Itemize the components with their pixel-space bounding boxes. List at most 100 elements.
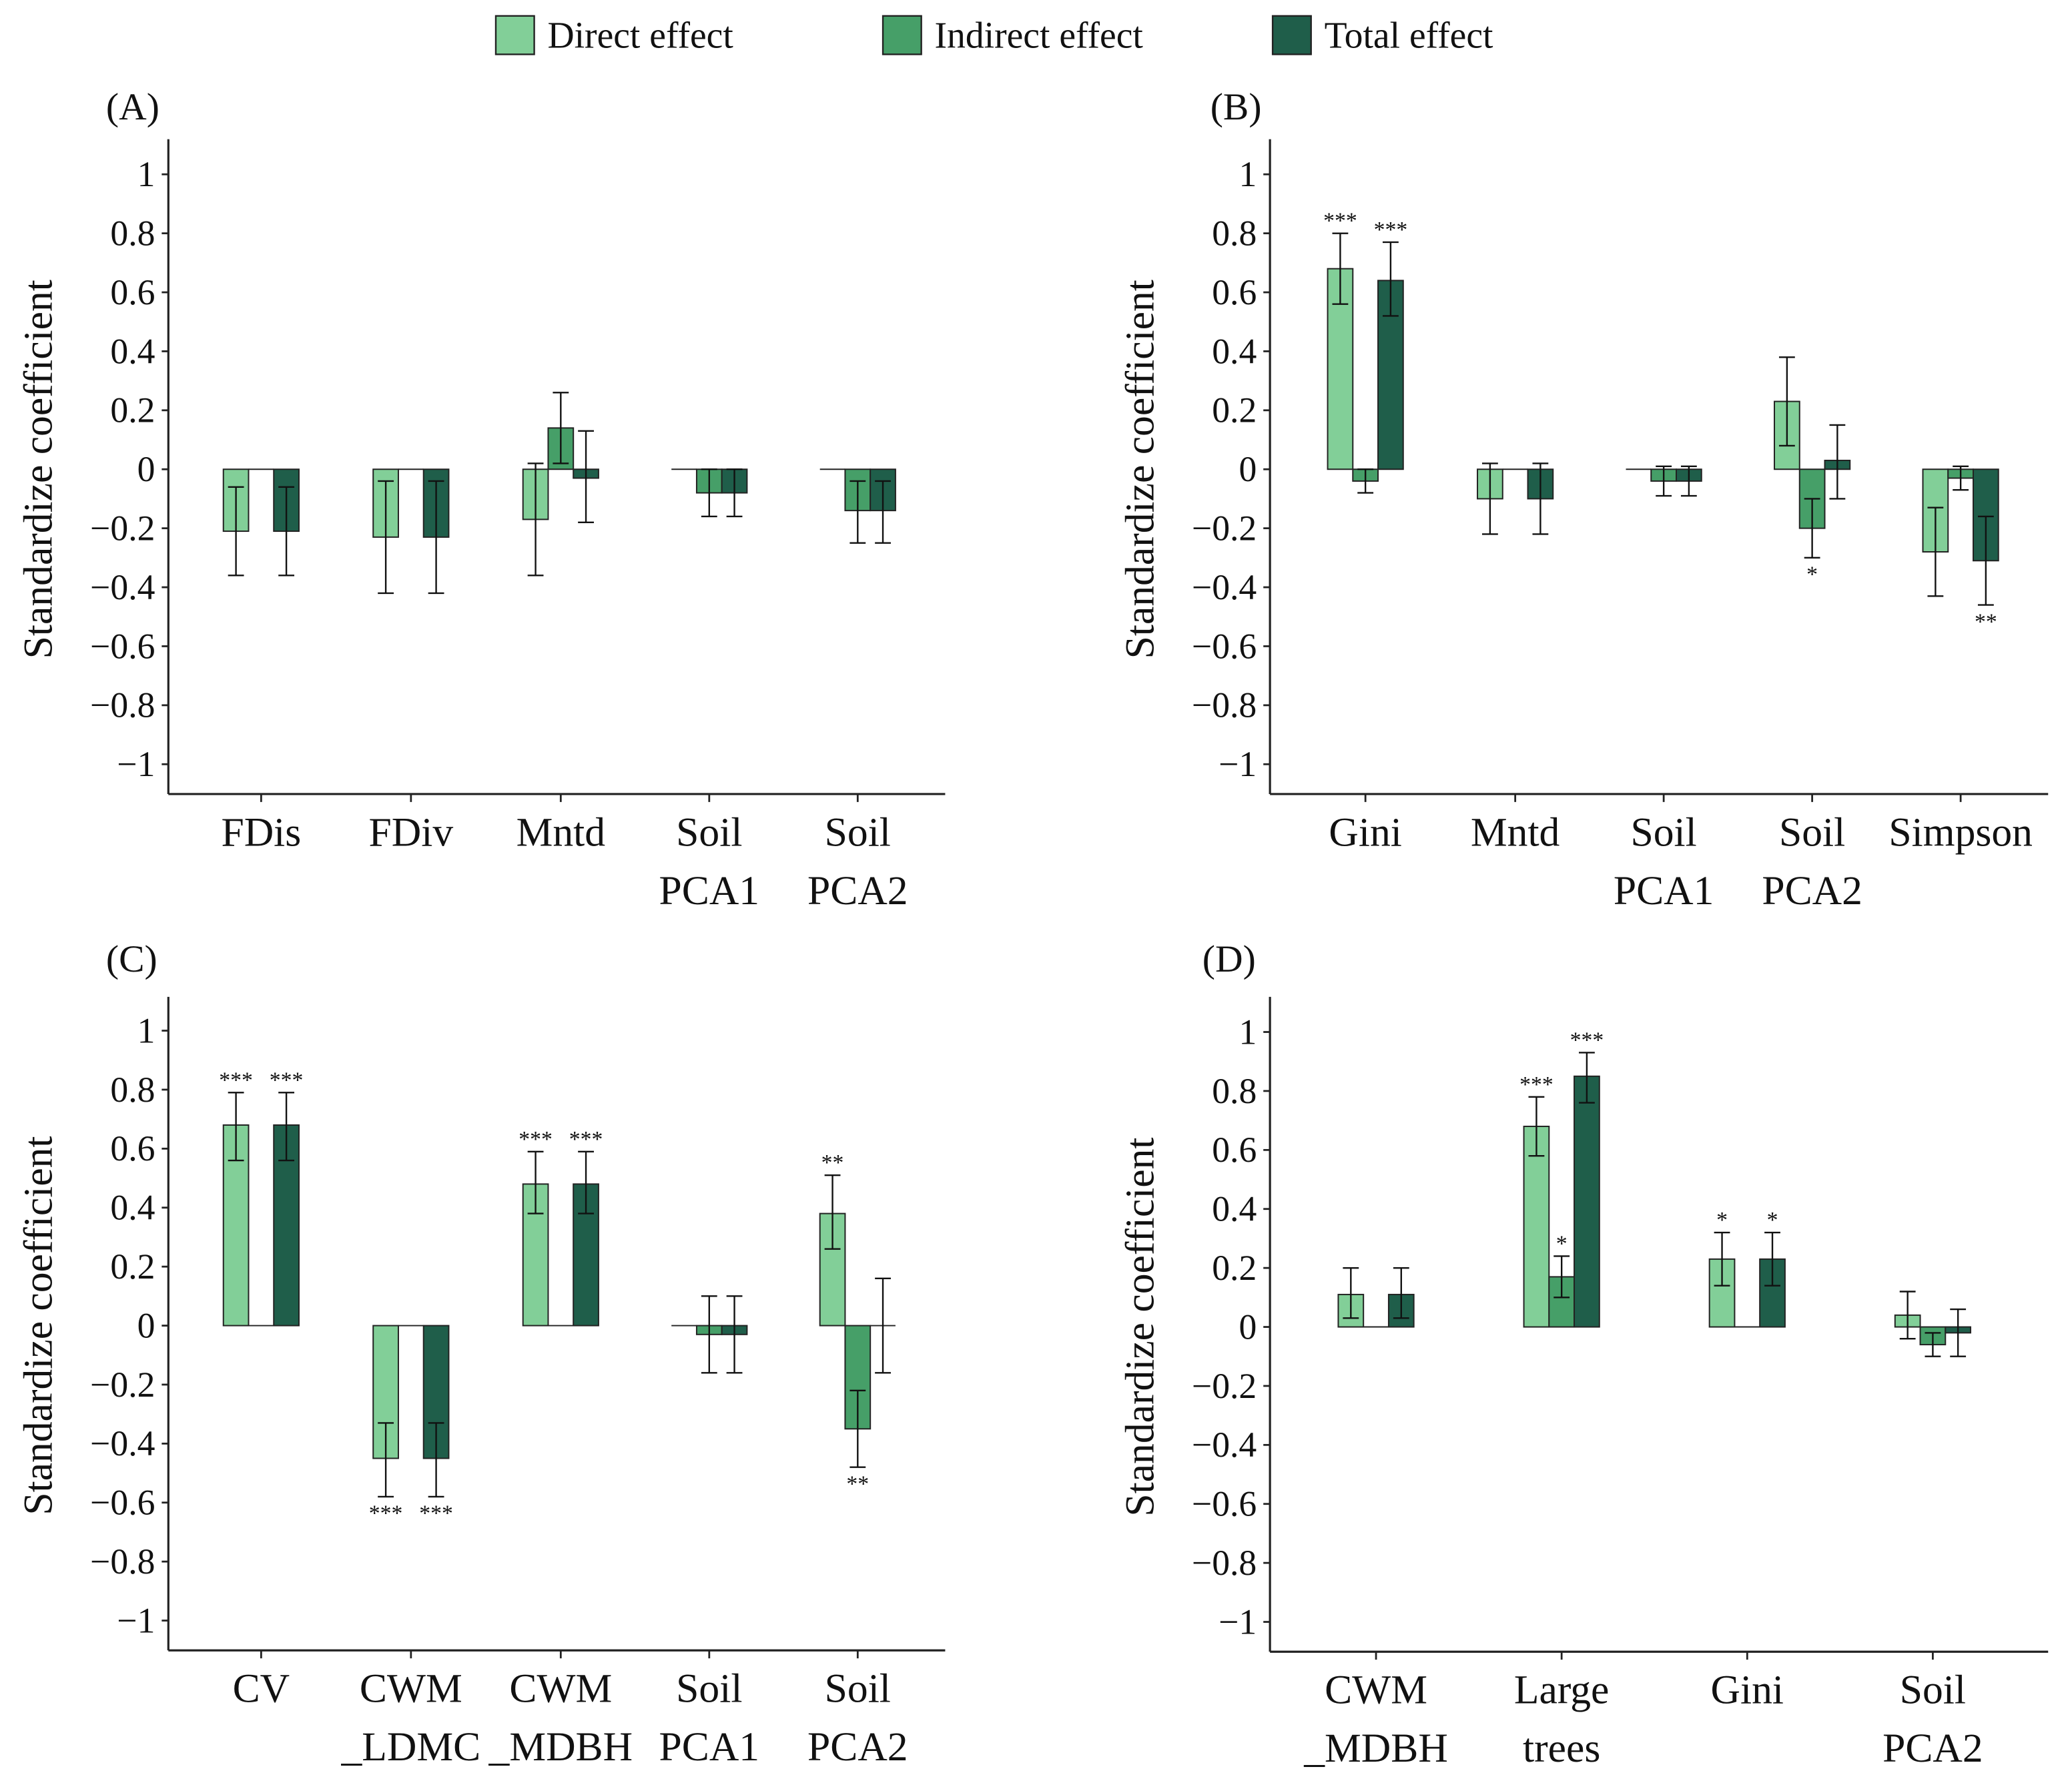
legend-item: Total effect <box>1271 15 1493 57</box>
significance-label: * <box>1716 1208 1728 1232</box>
y-tick-label: 1 <box>137 154 155 194</box>
y-tick-label: 0.2 <box>1212 1248 1257 1288</box>
significance-label: ** <box>1975 609 1997 634</box>
y-tick-label: 1 <box>1239 1012 1257 1052</box>
x-tick-label: Soil <box>1631 809 1697 855</box>
x-tick-label: Mntd <box>1471 809 1560 855</box>
significance-label: *** <box>1519 1072 1553 1097</box>
bar-total-effect <box>1574 1075 1600 1328</box>
x-tick-label: PCA2 <box>1882 1726 1983 1771</box>
panel-b: (B) 1 0.8 0.6 0.4 0.2 0 −0.2 −0.4 −0.6 −0.8 −1 Stand… <box>1117 86 2049 914</box>
legend: Direct effect Indirect effect Total effect <box>494 15 1493 57</box>
x-tick-label: FDis <box>221 809 301 855</box>
significance-label: *** <box>270 1068 304 1092</box>
y-tick-label: 0.2 <box>110 390 155 430</box>
x-tick-label: Soil <box>1900 1668 1966 1713</box>
y-tick-label: −0.2 <box>90 1365 155 1405</box>
legend-swatch <box>882 15 922 55</box>
y-tick-label: −0.8 <box>1192 685 1257 725</box>
significance-label: *** <box>1323 209 1357 234</box>
y-tick-label: 1 <box>137 1010 155 1050</box>
legend-swatch <box>494 15 535 55</box>
x-tick-label: PCA1 <box>659 1724 760 1770</box>
y-tick-label: 0.6 <box>110 1128 155 1168</box>
y-tick-label: 0.4 <box>110 331 155 371</box>
legend-swatch <box>1271 15 1312 55</box>
y-tick-label: 0.8 <box>1212 1071 1257 1111</box>
y-tick-label: 0.4 <box>110 1188 155 1228</box>
y-tick-label: −0.4 <box>1192 567 1257 607</box>
y-tick-label: 0.8 <box>1212 214 1257 254</box>
x-tick-label: _LDMC <box>340 1724 480 1770</box>
y-tick-label: 0 <box>137 1305 155 1345</box>
y-tick-label: −0.2 <box>1192 1366 1257 1406</box>
y-tick-label: −1 <box>117 744 155 784</box>
y-tick-label: 0.8 <box>110 1070 155 1110</box>
legend-item: Indirect effect <box>882 15 1144 57</box>
x-tick-label: Simpson <box>1888 809 2033 855</box>
y-axis-title: Standardize coefficient <box>1117 1137 1162 1516</box>
legend-item: Direct effect <box>494 15 733 57</box>
panel-label: (C) <box>106 938 157 980</box>
x-tick-label: _MDBH <box>488 1724 633 1770</box>
y-tick-label: −0.6 <box>90 626 155 666</box>
x-tick-label: trees <box>1523 1726 1600 1771</box>
y-tick-label: −0.2 <box>1192 508 1257 549</box>
x-tick-label: Soil <box>825 1666 891 1712</box>
y-tick-label: −0.6 <box>1192 626 1257 666</box>
y-tick-label: −0.8 <box>1192 1543 1257 1583</box>
bar-direct-effect <box>1523 1125 1550 1328</box>
x-tick-label: Gini <box>1329 809 1401 855</box>
y-tick-label: −0.8 <box>90 685 155 725</box>
x-tick-label: Soil <box>825 809 891 855</box>
y-tick-label: 0 <box>1239 1307 1257 1347</box>
x-tick-label: PCA2 <box>1762 868 1862 914</box>
x-tick-label: PCA2 <box>807 868 908 914</box>
y-tick-label: −0.4 <box>90 567 155 607</box>
x-tick-label: Gini <box>1711 1668 1784 1713</box>
y-tick-label: −0.4 <box>1192 1425 1257 1465</box>
significance-label: *** <box>369 1501 403 1526</box>
x-tick-label: PCA1 <box>1614 868 1714 914</box>
legend-label: Total effect <box>1325 15 1493 57</box>
y-tick-label: −0.6 <box>90 1483 155 1523</box>
x-tick-label: CWM <box>509 1666 612 1712</box>
legend-label: Direct effect <box>547 15 733 57</box>
y-tick-label: −1 <box>117 1600 155 1640</box>
panel-label: (A) <box>106 86 159 128</box>
y-tick-label: −1 <box>1219 744 1257 784</box>
y-tick-label: 0.2 <box>1212 390 1257 430</box>
y-tick-label: 0.6 <box>110 272 155 312</box>
y-axis-title: Standardize coefficient <box>15 280 61 659</box>
significance-label: ** <box>821 1150 844 1175</box>
x-tick-label: Mntd <box>516 809 606 855</box>
significance-label: *** <box>1570 1028 1604 1053</box>
x-tick-label: CV <box>233 1666 290 1712</box>
y-tick-label: 0.6 <box>1212 1130 1257 1170</box>
panel-label: (B) <box>1211 86 1262 128</box>
x-tick-label: PCA1 <box>659 868 760 914</box>
x-tick-label: Soil <box>1779 809 1845 855</box>
significance-label: *** <box>1374 218 1408 242</box>
y-tick-label: −0.4 <box>90 1423 155 1463</box>
x-tick-label: _MDBH <box>1303 1726 1448 1771</box>
significance-label: ** <box>846 1471 869 1496</box>
y-tick-label: −0.8 <box>90 1541 155 1581</box>
significance-label: * <box>1556 1232 1568 1257</box>
significance-label: * <box>1806 563 1818 587</box>
y-tick-label: 0.2 <box>110 1247 155 1287</box>
y-tick-label: −1 <box>1219 1602 1257 1642</box>
significance-label: * <box>1767 1208 1778 1232</box>
x-tick-label: CWM <box>1325 1668 1427 1713</box>
y-tick-label: 0.6 <box>1212 272 1257 312</box>
legend-label: Indirect effect <box>935 15 1144 57</box>
y-axis-title: Standardize coefficient <box>15 1136 61 1515</box>
x-tick-label: Soil <box>676 1666 742 1712</box>
y-tick-label: 0 <box>137 449 155 489</box>
y-tick-label: −0.6 <box>1192 1484 1257 1524</box>
y-tick-label: −0.2 <box>90 508 155 549</box>
x-tick-label: CWM <box>360 1666 462 1712</box>
x-tick-label: Soil <box>676 809 742 855</box>
x-tick-label: PCA2 <box>807 1724 908 1770</box>
